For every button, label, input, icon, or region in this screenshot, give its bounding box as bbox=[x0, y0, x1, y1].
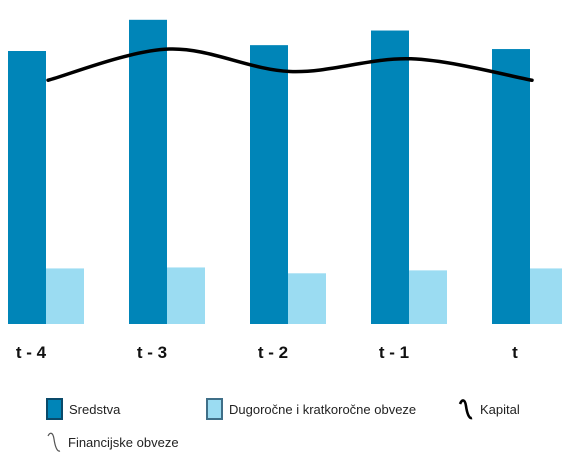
bar-sredstva-1 bbox=[129, 19, 167, 325]
kapital-line bbox=[46, 47, 534, 82]
bar-obveze-3 bbox=[409, 270, 447, 324]
bar-sredstva-4 bbox=[492, 49, 530, 325]
x-tick-label-3: t - 1 bbox=[379, 343, 409, 362]
bar-sredstva-0 bbox=[8, 51, 46, 324]
x-tick-label-1: t - 3 bbox=[137, 343, 167, 362]
x-tick-label-2: t - 2 bbox=[258, 343, 288, 362]
bar-obveze-4 bbox=[530, 268, 562, 324]
bars-group bbox=[8, 19, 562, 325]
bar-obveze-2 bbox=[288, 273, 326, 324]
x-tick-labels: t - 4 t - 3 t - 2 t - 1 t bbox=[16, 343, 518, 362]
bar-obveze-1 bbox=[167, 267, 205, 324]
bar-sredstva-3 bbox=[371, 30, 409, 325]
bar-sredstva-2 bbox=[250, 45, 288, 325]
x-tick-label-4: t bbox=[512, 343, 518, 362]
x-tick-label-0: t - 4 bbox=[16, 343, 47, 362]
bar-obveze-0 bbox=[46, 268, 84, 324]
